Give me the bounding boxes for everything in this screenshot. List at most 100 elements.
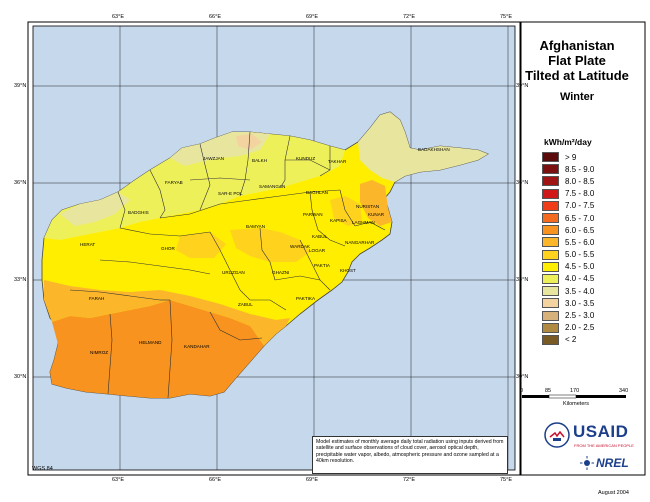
province-label: NURISTAN [356,204,380,209]
scale-tick: 85 [545,388,552,394]
legend-label: 8.5 - 9.0 [565,164,595,174]
legend-label: 7.0 - 7.5 [565,201,595,211]
legend-swatch [542,200,559,211]
legend-item: 6.0 - 6.5 [542,224,628,236]
legend-item: 2.5 - 3.0 [542,309,628,321]
legend-label: 7.5 - 8.0 [565,189,595,199]
province-label: LAGHMAN [352,220,375,225]
province-label: LOGAR [309,248,326,253]
legend-swatch [542,152,559,163]
province-label: NIMROZ [90,350,109,355]
province-label: ZABUL [238,302,253,307]
map-title: Afghanistan Flat Plate Tilted at Latitud… [512,38,642,83]
legend-label: 3.5 - 4.0 [565,286,595,296]
legend-label: < 2 [565,335,577,345]
title-line: Tilted at Latitude [525,68,629,83]
legend-item: < 2 [542,334,628,346]
legend-item: 8.0 - 8.5 [542,175,628,187]
province-label: PAKTIKA [296,296,316,301]
lat-label: 39°N [14,83,27,89]
legend-swatch [542,213,559,224]
legend-swatch [542,322,559,333]
lat-label: 30°N [14,374,27,380]
province-label: BAMYAN [246,224,266,229]
legend-item: 5.0 - 5.5 [542,249,628,261]
projection-label: WGS 84 [32,466,53,472]
scale-unit: Kilometers [563,401,589,407]
legend-item: 3.0 - 3.5 [542,297,628,309]
legend-swatch [542,188,559,199]
scale-tick: 0 [520,388,524,394]
province-label: KANDAHAR [184,344,210,349]
province-label: HELMAND [139,340,162,345]
lon-label: 63°E [112,477,124,483]
legend-swatch [542,249,559,260]
legend-label: 2.0 - 2.5 [565,323,595,333]
map-date: August 2004 [598,490,629,496]
province-label: FARYAB [165,180,183,185]
legend-item: 4.0 - 4.5 [542,273,628,285]
province-label: URUZGAN [222,270,245,275]
usaid-text: USAID [573,422,629,441]
province-label: BALKH [252,158,268,163]
scale-tick: 340 [619,388,629,394]
legend-item: 4.5 - 5.0 [542,261,628,273]
legend-item: 7.5 - 8.0 [542,188,628,200]
title-line: Afghanistan [539,38,615,53]
province-label: WARDAK [290,244,310,249]
legend: kWh/m²/day > 9 8.5 - 9.0 8.0 - 8.5 7.5 - 8.… [542,137,628,346]
legend-swatch [542,273,559,284]
legend-swatch [542,298,559,309]
nrel-logo: NREL [580,454,630,472]
lat-label: 33°N [14,277,27,283]
usaid-seal-icon [544,422,570,448]
legend-label: 6.0 - 6.5 [565,225,595,235]
province-label: KHOST [340,268,356,273]
lon-label: 66°E [209,14,221,20]
province-label: GHOR [161,246,175,251]
province-label: HERAT [80,242,96,247]
legend-label: 4.5 - 5.0 [565,262,595,272]
province-label: KAPISA [330,218,347,223]
legend-swatch [542,237,559,248]
legend-label: 5.0 - 5.5 [565,250,595,260]
legend-item: 3.5 - 4.0 [542,285,628,297]
lat-label: 33°N [516,277,529,283]
lat-label: 39°N [516,83,529,89]
legend-label: > 9 [565,152,577,162]
province-label: SAR-E POL [218,191,243,196]
lon-label: 72°E [403,14,415,20]
legend-item: 6.5 - 7.0 [542,212,628,224]
legend-label: 3.0 - 3.5 [565,298,595,308]
legend-item: > 9 [542,151,628,163]
lat-label: 30°N [516,374,529,380]
season-label: Winter [559,91,595,103]
province-label: GHAZNI [272,270,290,275]
legend-label: 4.0 - 4.5 [565,274,595,284]
lon-label: 69°E [306,14,318,20]
province-label: TAKHAR [328,159,347,164]
province-label: PAKTIA [314,263,330,268]
province-label: KUNDUZ [296,156,316,161]
province-label: KABUL [312,234,328,239]
lon-label: 75°E [500,14,512,20]
legend-label: 6.5 - 7.0 [565,213,595,223]
afghanistan-map [41,111,489,399]
legend-swatch [542,164,559,175]
nrel-text: NREL [596,456,629,470]
nrel-sun-icon [580,456,594,470]
lat-label: 36°N [516,180,529,186]
legend-swatch [542,261,559,272]
legend-label: 2.5 - 3.0 [565,311,595,321]
model-note: Model estimates of monthly average daily… [312,436,508,474]
lon-label: 66°E [209,477,221,483]
lon-label: 63°E [112,14,124,20]
lon-label: 72°E [403,477,415,483]
legend-label: 8.0 - 8.5 [565,176,595,186]
province-label: BAGHLAN [306,190,328,195]
province-label: BADGHIS [128,210,149,215]
province-boundaries [69,131,386,399]
province-label: JAWZJAN [203,156,225,161]
lon-label: 75°E [500,477,512,483]
